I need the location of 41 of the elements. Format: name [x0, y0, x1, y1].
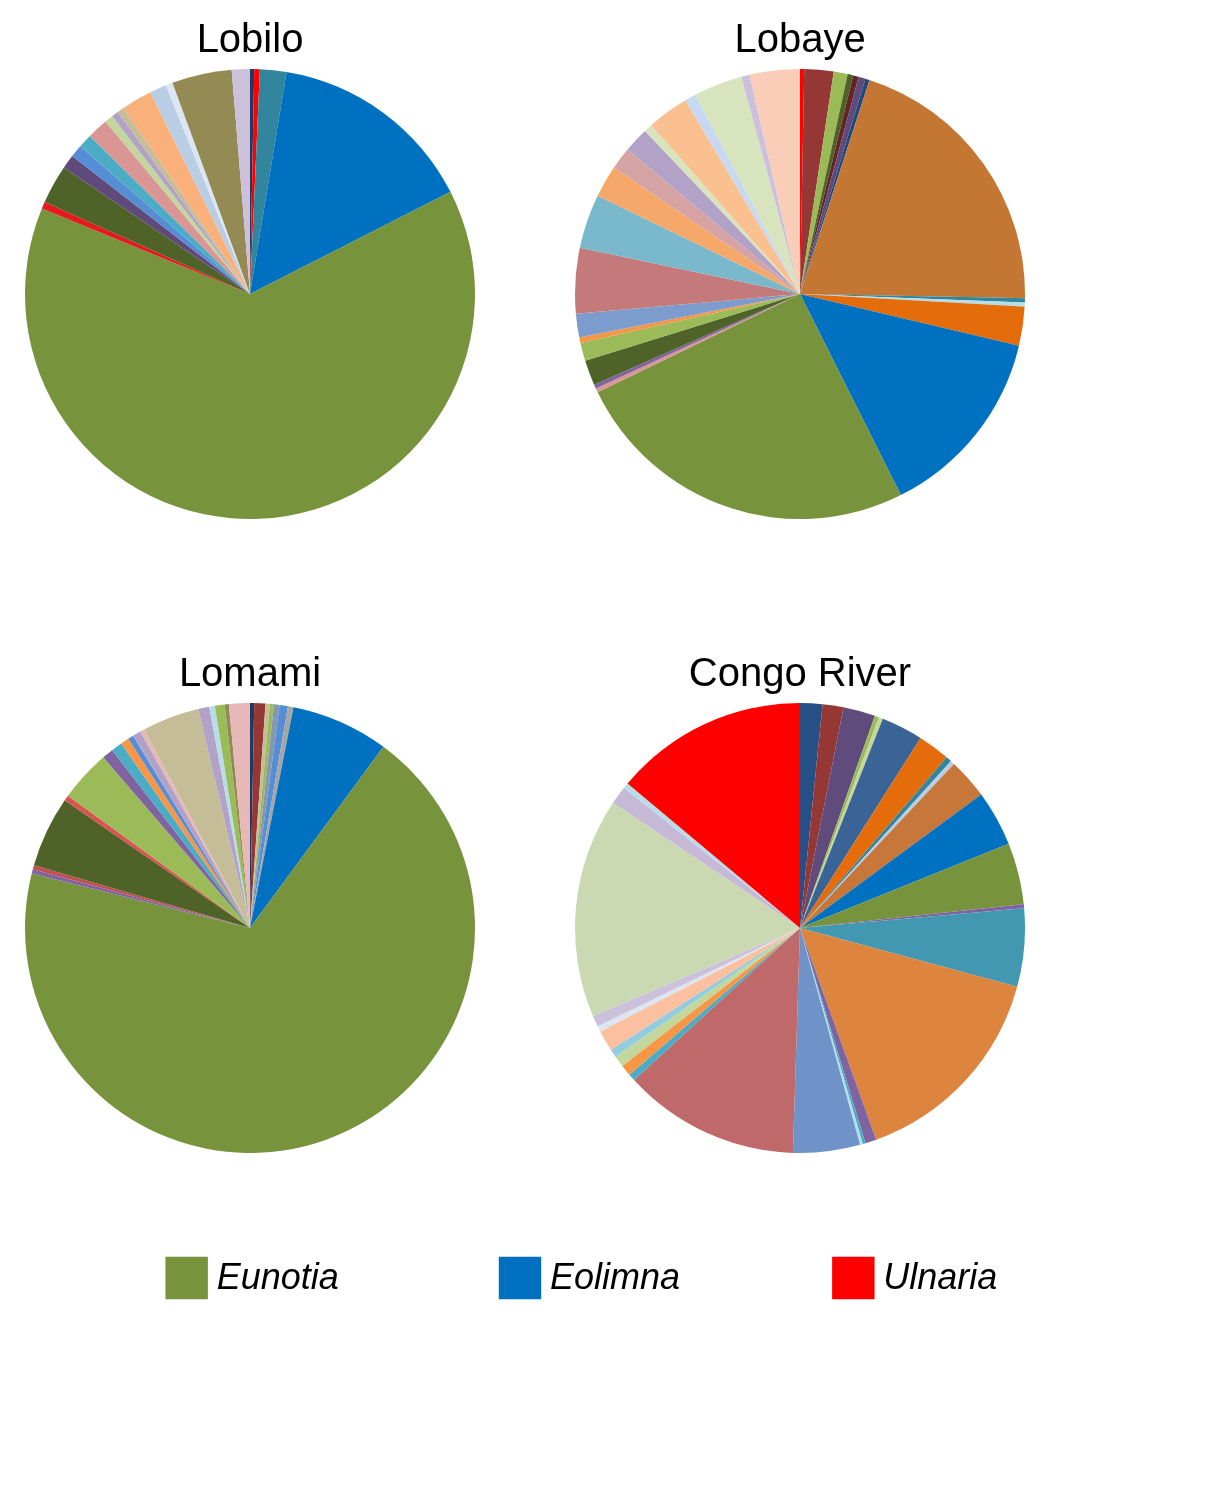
- pie-slice: [800, 928, 1018, 1140]
- legend-label: Ulnaria: [883, 1256, 998, 1297]
- pie-slice: [634, 928, 800, 1153]
- pie-slice: [800, 80, 1025, 299]
- pie-slice: [250, 72, 451, 294]
- pie-slice: [25, 191, 475, 519]
- pie-slice: [800, 704, 844, 928]
- pie-slice: [613, 149, 800, 294]
- pie-slice: [749, 69, 800, 294]
- pie-slice: [575, 802, 800, 1017]
- pie-slice: [33, 800, 250, 928]
- pie-slice: [575, 247, 800, 314]
- pie-slice: [250, 69, 287, 294]
- legend-label: Eolimna: [550, 1256, 681, 1297]
- pie-slice: [792, 928, 861, 1153]
- pie-slice: [597, 167, 800, 294]
- legend-label: Eunotia: [216, 1256, 339, 1297]
- pie-slice: [579, 195, 800, 294]
- chart-title: Lomami: [178, 650, 322, 694]
- pie-slice: [800, 294, 1025, 346]
- pie-slice: [597, 294, 901, 519]
- pie-slice: [800, 908, 1025, 987]
- pie-slice: [800, 294, 1019, 496]
- chart-title: Lobaye: [734, 16, 866, 60]
- pie-slice: [800, 69, 834, 294]
- pie-slice: [800, 794, 1009, 928]
- pie-slice: [41, 202, 250, 294]
- pie-slice: [695, 76, 800, 294]
- pie-slice: [800, 763, 982, 928]
- chart-title: Congo River: [688, 650, 912, 694]
- pie-slice: [250, 707, 384, 928]
- pie-slice: [800, 718, 921, 928]
- pie-slice: [651, 100, 800, 294]
- pie-slice: [67, 757, 250, 928]
- pie-slice: [64, 795, 250, 928]
- pie-slice: [150, 85, 250, 294]
- pie-slice: [627, 703, 800, 928]
- pie-slice: [44, 167, 250, 294]
- pie-slice: [800, 843, 1024, 928]
- pie-slice: [25, 746, 475, 1153]
- chart-title: Lobilo: [196, 16, 304, 60]
